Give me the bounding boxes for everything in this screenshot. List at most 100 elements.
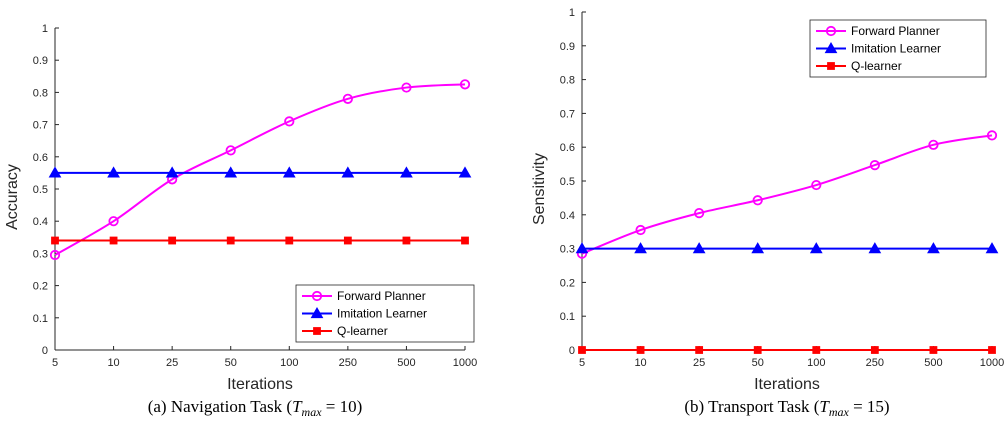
data-point (284, 116, 295, 127)
data-point (48, 166, 62, 178)
data-point (695, 346, 704, 354)
series-line (54, 83, 466, 256)
caption: (a) Navigation Task (Tmax = 10) (148, 397, 363, 419)
data-point (400, 166, 413, 178)
data-point (107, 166, 120, 178)
data-point (575, 242, 589, 254)
data-point (459, 79, 471, 90)
legend-label: Forward Planner (851, 24, 940, 38)
y-tick-label: 0.3 (560, 244, 575, 256)
legend-marker (825, 25, 837, 37)
series-imitation-learner (48, 166, 472, 178)
data-point (868, 242, 882, 254)
data-point (752, 195, 763, 206)
data-point (634, 242, 647, 254)
series-forward-planner (49, 79, 471, 261)
y-tick-label: 0.4 (33, 216, 48, 228)
legend-marker (310, 306, 324, 319)
y-tick-label: 0.6 (560, 142, 575, 154)
y-tick-label: 1 (42, 23, 48, 35)
y-tick-label: 0.3 (33, 248, 48, 260)
series-imitation-learner (575, 242, 999, 254)
legend-label: Q-learner (337, 324, 388, 338)
chart-panel-b: 0 0.1 0.2 0.3 0.4 0.5 0.6 0.7 0.8 0.9 1 5 10 25 50 100 2… (531, 7, 1004, 419)
data-point (225, 145, 236, 156)
y-tick-label: 0.2 (33, 281, 48, 293)
data-point (285, 236, 294, 245)
data-point (753, 346, 762, 354)
x-axis-label: Iterations (227, 376, 293, 393)
data-point (402, 236, 411, 245)
caption-suffix: = 10) (322, 397, 363, 416)
data-point (811, 179, 822, 191)
legend-label: Imitation Learner (337, 307, 427, 321)
data-point (927, 242, 940, 254)
legend-marker (827, 62, 835, 70)
x-tick-label: 250 (866, 357, 884, 369)
y-tick-label: 0.2 (560, 277, 575, 289)
x-tick-label: 5 (52, 357, 58, 369)
data-point (165, 166, 179, 178)
x-tick-label: 100 (807, 357, 825, 369)
x-tick-label: 50 (225, 357, 237, 369)
data-point (928, 139, 939, 150)
x-tick-label: 10 (107, 357, 119, 369)
y-tick-label: 0.8 (560, 75, 575, 87)
data-point (635, 224, 646, 236)
data-point (343, 236, 352, 245)
x-tick-label: 500 (397, 357, 415, 369)
x-tick-label: 250 (339, 357, 357, 369)
legend-marker (313, 327, 321, 335)
legend-item: Forward Planner (816, 24, 940, 38)
data-point (49, 249, 61, 261)
x-tick-label: 5 (579, 357, 585, 369)
legend-label: Imitation Learner (851, 42, 941, 56)
legend-label: Q-learner (851, 59, 902, 73)
x-tick-label: 25 (693, 357, 705, 369)
y-tick-label: 0 (569, 345, 575, 357)
data-point (341, 166, 355, 178)
caption-suffix: = 15) (849, 397, 890, 416)
caption-prefix: (a) Navigation Task ( (148, 397, 293, 416)
y-tick-label: 0.1 (560, 311, 575, 323)
x-tick-label: 50 (752, 357, 764, 369)
y-tick-label: 0 (42, 345, 48, 357)
data-point (226, 236, 235, 245)
y-tick-label: 0.5 (560, 176, 575, 188)
data-point (108, 216, 119, 227)
data-point (929, 346, 938, 354)
y-tick-label: 0.6 (33, 152, 48, 164)
data-point (51, 236, 59, 245)
data-point (694, 208, 705, 219)
legend: Forward Planner Imitation Learner Q-learne… (809, 19, 987, 78)
data-point (869, 160, 880, 171)
y-tick-label: 0.4 (560, 210, 575, 222)
data-point (985, 242, 999, 254)
legend-label: Forward Planner (337, 289, 426, 303)
caption-sub: max (829, 405, 850, 419)
data-point (751, 242, 765, 254)
data-point (401, 82, 412, 93)
legend-item: Imitation Learner (302, 307, 427, 321)
caption-var: T (292, 397, 303, 416)
data-point (458, 166, 472, 178)
x-tick-label: 500 (924, 357, 942, 369)
series-q-learner (51, 236, 469, 245)
legend-item: Q-learner (302, 324, 388, 338)
chart-panel-a: 0 0.1 0.2 0.3 0.4 0.5 0.6 0.7 0.8 0.9 1 5 10 25 50 100 2… (4, 23, 477, 419)
y-tick-label: 0.7 (33, 120, 48, 132)
series-forward-planner (576, 130, 998, 259)
caption-sub: max (302, 405, 323, 419)
caption: (b) Transport Task (Tmax = 15) (684, 397, 889, 419)
series-line (581, 134, 993, 255)
x-tick-label: 100 (280, 357, 298, 369)
y-tick-label: 1 (569, 7, 575, 19)
y-tick-label: 0.7 (560, 108, 575, 120)
y-axis-label: Accuracy (4, 164, 21, 230)
y-tick-label: 0.9 (33, 55, 48, 67)
data-point (988, 346, 996, 354)
x-tick-label: 1000 (453, 357, 477, 369)
series-q-learner (578, 346, 996, 354)
legend-item: Imitation Learner (816, 42, 941, 56)
